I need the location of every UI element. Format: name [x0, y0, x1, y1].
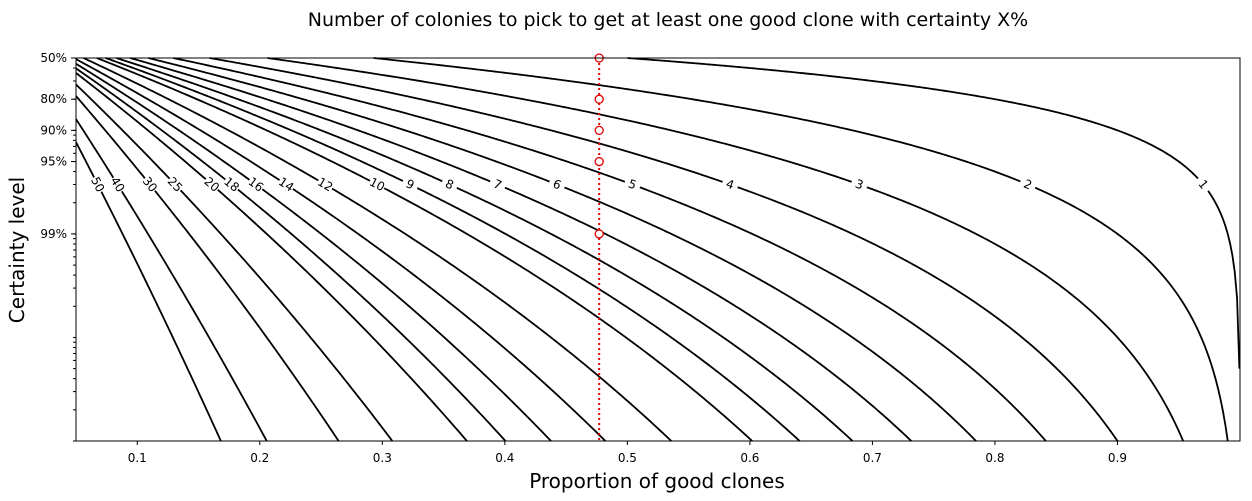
contour-label-3: 3: [853, 177, 865, 193]
contour-label-bg: [546, 175, 568, 194]
contour-line-40: [75, 118, 268, 442]
contour-label-bg: [487, 174, 508, 195]
contour-label-bg: [107, 174, 128, 196]
contour-label-10: 10: [367, 175, 387, 194]
plot-frame: [75, 57, 1241, 442]
contour-line-12: [83, 57, 672, 442]
contour-label-bg: [399, 174, 421, 195]
contour-label-bg: [164, 173, 186, 196]
contour-label-50: 50: [88, 175, 107, 195]
y-tick-label: 95%: [40, 155, 67, 169]
contour-label-4: 4: [724, 177, 736, 193]
contour-label-bg: [220, 174, 243, 195]
contour-label-bg: [622, 175, 643, 194]
contour-label-bg: [275, 174, 297, 195]
contour-line-16: [75, 62, 552, 442]
chart-title: Number of colonies to pick to get at lea…: [308, 9, 1029, 31]
contour-label-12: 12: [315, 175, 335, 195]
x-tick-label: 0.4: [495, 451, 514, 465]
contour-line-30: [75, 95, 340, 442]
contour-line-4: [209, 57, 1119, 442]
x-axis-label: Proportion of good clones: [529, 469, 785, 493]
x-tick-label: 0.2: [250, 451, 269, 465]
y-axis-label: Certainty level: [5, 177, 29, 323]
contour-line-6: [148, 57, 977, 442]
x-axis: 0.1 0.2 0.3 0.4 0.5 0.6 0.7 0.8 0.9: [128, 441, 1127, 465]
contour-line-2: [373, 57, 1229, 442]
contour-line-14: [75, 58, 607, 442]
y-axis: 50% 80% 90% 95% 99%: [40, 51, 76, 442]
contour-label-14: 14: [276, 174, 296, 194]
contour-line-10: [96, 57, 753, 442]
contour-label-bg: [849, 175, 870, 194]
marker-point: [594, 125, 604, 136]
marker-point: [594, 229, 604, 239]
contour-label-bg: [366, 174, 388, 195]
y-tick-label: 80%: [40, 92, 67, 106]
contour-label-bg: [245, 174, 267, 195]
contour-line-9: [105, 57, 801, 442]
x-tick-label: 0.5: [618, 451, 637, 465]
x-tick-label: 0.3: [373, 451, 392, 465]
contour-label-18: 18: [221, 174, 242, 194]
marker-point: [594, 156, 604, 167]
contour-label-bg: [439, 174, 460, 195]
contour-label-bg: [720, 175, 740, 194]
x-tick-label: 0.6: [740, 451, 759, 465]
contour-line-3: [267, 57, 1184, 442]
marker-group: [594, 53, 604, 441]
contour-lines: [75, 57, 1241, 442]
contour-label-bg: [87, 174, 108, 195]
y-tick-label: 50%: [40, 51, 67, 65]
y-tick-label: 90%: [40, 123, 67, 137]
contour-label-bg: [1192, 173, 1214, 196]
contour-line-20: [75, 72, 468, 442]
marker-point: [594, 94, 604, 104]
contour-line-5: [173, 57, 1047, 442]
x-tick-label: 0.1: [128, 451, 147, 465]
contour-label-40: 40: [108, 174, 128, 194]
contour-label-bg: [314, 174, 336, 195]
contour-label-bg: [201, 173, 223, 196]
contour-line-1: [627, 57, 1241, 369]
contour-label-16: 16: [246, 174, 267, 194]
contour-line-8: [116, 57, 854, 442]
y-tick-label: 99%: [40, 227, 67, 241]
contour-line-7: [130, 57, 912, 442]
x-tick-label: 0.9: [1108, 451, 1127, 465]
contour-label-30: 30: [140, 174, 160, 195]
contour-line-18: [75, 67, 507, 442]
contour-label-bg: [139, 173, 161, 196]
x-tick-label: 0.7: [863, 451, 882, 465]
contour-line-25: [75, 83, 394, 442]
x-tick-label: 0.8: [985, 451, 1004, 465]
contour-label-bg: [1017, 174, 1038, 195]
